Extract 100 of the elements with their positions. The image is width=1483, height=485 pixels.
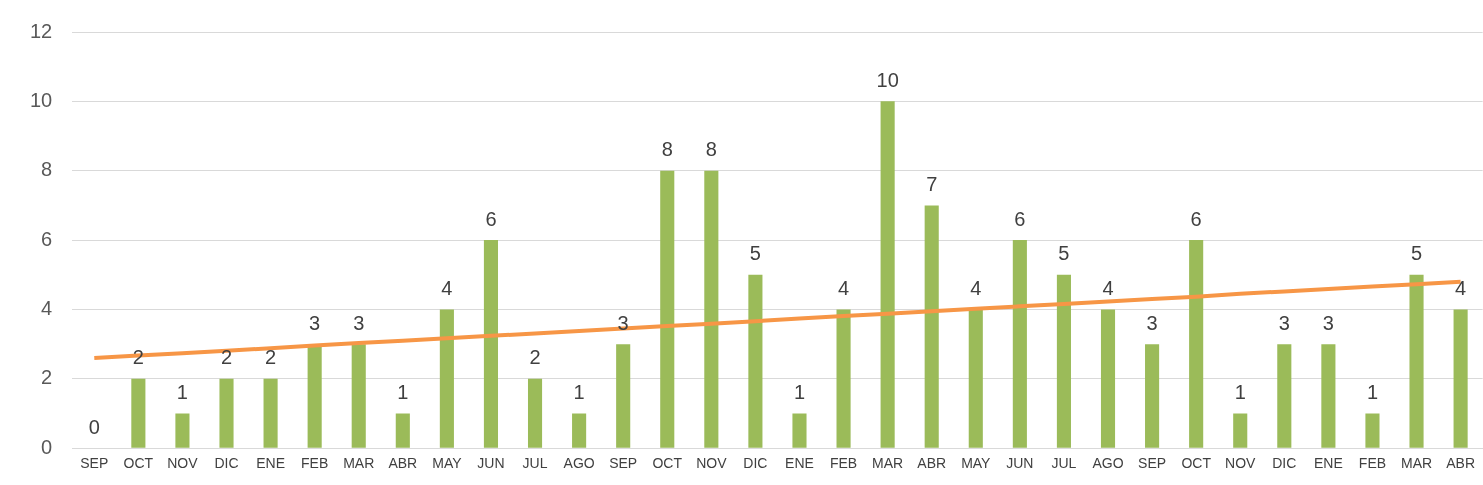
bar (704, 170, 719, 448)
bar (1012, 240, 1027, 448)
data-label: 8 (661, 138, 673, 161)
bar (880, 101, 895, 448)
data-label: 4 (838, 276, 850, 299)
data-label: 3 (1278, 311, 1290, 334)
x-tick-label: AGO (1092, 455, 1124, 472)
data-label: 1 (1366, 381, 1379, 404)
bar (616, 344, 631, 448)
data-label: 1 (1234, 381, 1246, 404)
x-tick-label: DIC (743, 455, 768, 472)
x-tick-label: FEB (301, 455, 329, 472)
y-tick-label: 0 (41, 435, 53, 458)
x-tick-label: ENE (1313, 455, 1343, 472)
data-label: 1 (176, 381, 188, 404)
data-label: 4 (970, 276, 982, 299)
data-label: 5 (1058, 242, 1070, 265)
data-label: 8 (705, 138, 717, 161)
bar (968, 309, 983, 448)
x-tick-label: FEB (829, 455, 858, 472)
x-tick-label: NOV (1225, 455, 1257, 472)
x-tick-label: JUL (1051, 455, 1077, 472)
x-tick-label: NOV (696, 455, 728, 472)
bar (1189, 240, 1204, 448)
x-tick-label: ENE (785, 455, 814, 472)
bar (483, 240, 499, 448)
x-tick-label: MAR (872, 455, 904, 472)
bar (660, 170, 675, 448)
data-label: 3 (309, 311, 321, 334)
data-label: 2 (529, 346, 541, 369)
bar (1100, 309, 1116, 448)
x-tick-label: SEP (80, 455, 109, 472)
data-label: 1 (793, 381, 806, 404)
data-label: 6 (485, 207, 497, 230)
bar (307, 344, 322, 448)
bar (351, 344, 366, 448)
x-tick-label: JUN (477, 455, 505, 472)
bar (572, 413, 587, 448)
x-tick-label: ABR (1446, 455, 1476, 472)
x-tick-label: JUN (1006, 455, 1034, 472)
x-tick-label: ABR (388, 455, 418, 472)
data-label: 2 (220, 346, 233, 369)
bar (748, 274, 763, 448)
x-tick-label: MAY (961, 455, 992, 472)
x-tick-label: ENE (256, 455, 285, 472)
x-tick-label: FEB (1358, 455, 1387, 472)
x-tick-label: OCT (652, 455, 683, 472)
bar (1233, 413, 1248, 448)
bar (395, 413, 410, 448)
y-tick-label: 10 (30, 88, 53, 111)
data-label: 3 (353, 311, 365, 334)
bar (219, 378, 234, 448)
data-label: 7 (926, 172, 938, 195)
data-label: 1 (573, 381, 585, 404)
x-tick-label: MAR (343, 455, 375, 472)
bar (1145, 344, 1160, 448)
bar (263, 378, 278, 448)
bar (836, 309, 851, 448)
bar (131, 378, 146, 448)
x-tick-label: MAR (1400, 455, 1433, 472)
data-label: 3 (1146, 311, 1158, 334)
data-label: 1 (397, 381, 409, 404)
bar (175, 413, 190, 448)
data-label: 6 (1190, 207, 1202, 230)
x-tick-label: AGO (563, 455, 595, 472)
bar (439, 309, 454, 448)
x-tick-label: SEP (1138, 455, 1167, 472)
data-label: 3 (1322, 311, 1334, 334)
x-tick-label: NOV (167, 455, 199, 472)
x-tick-label: JUL (522, 455, 548, 472)
y-tick-label: 12 (30, 19, 53, 42)
bar (924, 205, 939, 448)
bar (1277, 344, 1292, 448)
bar (1409, 274, 1424, 448)
x-tick-label: OCT (123, 455, 154, 472)
data-label: 5 (1410, 242, 1423, 265)
x-tick-label: DIC (214, 455, 239, 472)
bar (1453, 309, 1468, 448)
data-label: 4 (1455, 276, 1467, 299)
x-tick-label: SEP (609, 455, 638, 472)
x-tick-label: OCT (1181, 455, 1212, 472)
data-label: 0 (88, 415, 100, 438)
x-tick-label: ABR (917, 455, 947, 472)
y-tick-label: 6 (41, 227, 53, 250)
bar (527, 378, 543, 448)
data-label: 4 (1102, 276, 1114, 299)
bar (1056, 274, 1071, 448)
x-tick-label: DIC (1272, 455, 1297, 472)
data-label: 10 (876, 68, 899, 91)
data-label: 6 (1014, 207, 1026, 230)
bar (792, 413, 807, 448)
y-tick-label: 4 (41, 296, 53, 319)
data-label: 5 (749, 242, 761, 265)
data-label: 2 (265, 346, 277, 369)
bar (1365, 413, 1380, 448)
y-tick-label: 8 (41, 158, 53, 181)
y-tick-label: 2 (41, 366, 53, 389)
data-label: 4 (441, 276, 453, 299)
x-tick-label: MAY (432, 455, 463, 472)
bar (1321, 344, 1336, 448)
